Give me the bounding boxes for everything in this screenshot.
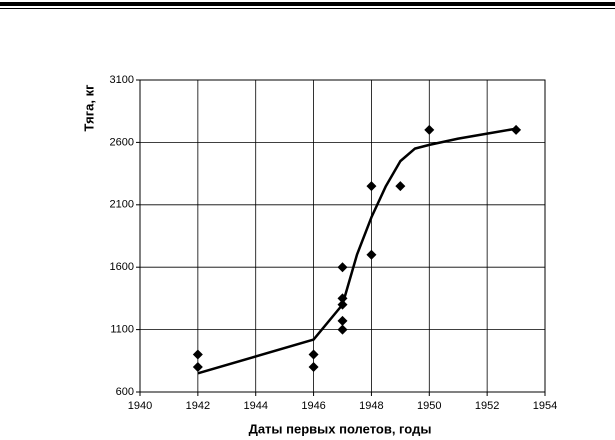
y-tick-label: 2600	[110, 136, 134, 148]
y-tick-label: 2100	[110, 199, 134, 211]
point	[366, 249, 377, 260]
top-rule-thin	[0, 8, 615, 9]
point	[192, 362, 203, 373]
y-tick-label: 600	[116, 386, 134, 398]
x-tick-label: 1942	[186, 400, 210, 412]
x-tick-label: 1950	[417, 400, 441, 412]
x-axis-label: Даты первых полетов, годы	[249, 421, 432, 436]
point	[337, 262, 348, 273]
x-tick-label: 1948	[359, 400, 383, 412]
y-tick-label: 1600	[110, 261, 134, 273]
point	[337, 315, 348, 326]
y-tick-label: 3100	[110, 74, 134, 86]
point	[424, 124, 435, 135]
top-rule	[0, 2, 615, 6]
point	[308, 362, 319, 373]
y-axis-label: Тяга, кг	[81, 84, 96, 132]
point	[337, 293, 348, 304]
point	[395, 181, 406, 192]
point	[308, 349, 319, 360]
point	[366, 181, 377, 192]
point	[337, 299, 348, 310]
plot-frame	[139, 79, 546, 393]
x-tick-label: 1946	[301, 400, 325, 412]
point	[511, 124, 522, 135]
x-tick-label: 1944	[243, 400, 267, 412]
x-tick-label: 1940	[128, 400, 152, 412]
trend-line	[197, 127, 517, 375]
point	[337, 324, 348, 335]
x-tick-label: 1954	[533, 400, 557, 412]
x-tick-label: 1952	[475, 400, 499, 412]
point	[192, 349, 203, 360]
y-tick-label: 1100	[110, 324, 134, 336]
